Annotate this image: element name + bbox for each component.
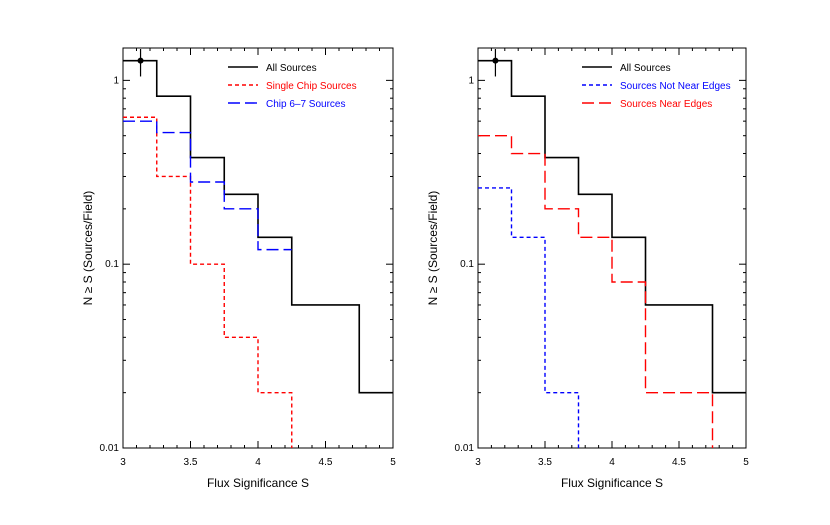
y-tick-label: 0.1 <box>105 259 119 270</box>
left-panel: Flux Significance S N ≥ S (Sources/Field… <box>81 47 396 490</box>
right-y-axis-label: N ≥ S (Sources/Field) <box>426 191 440 306</box>
x-tick-label: 4 <box>609 457 615 468</box>
series-line-0 <box>478 59 746 394</box>
y-tick-label: 0.1 <box>460 259 474 270</box>
legend-label: Chip 6–7 Sources <box>266 99 346 110</box>
x-tick-label: 3.5 <box>184 457 198 468</box>
right-panel: Flux Significance S N ≥ S (Sources/Field… <box>426 47 749 490</box>
series-line-2 <box>123 120 292 251</box>
x-tick-label: 4.5 <box>672 457 686 468</box>
y-tick-label: 1 <box>113 75 119 86</box>
legend-label: Single Chip Sources <box>266 81 357 92</box>
legend-label: All Sources <box>266 63 317 74</box>
x-tick-label: 5 <box>743 457 749 468</box>
x-tick-label: 3 <box>475 457 481 468</box>
y-tick-label: 0.01 <box>100 443 120 454</box>
x-tick-label: 5 <box>390 457 396 468</box>
x-tick-label: 3 <box>120 457 126 468</box>
legend-label: Sources Not Near Edges <box>620 81 731 92</box>
series-line-1 <box>123 116 293 448</box>
legend-label: Sources Near Edges <box>620 99 712 110</box>
left-y-axis-label: N ≥ S (Sources/Field) <box>81 191 95 306</box>
series-line-2 <box>478 135 714 448</box>
x-tick-label: 3.5 <box>538 457 552 468</box>
errorbar-point <box>492 57 499 64</box>
errorbar-point <box>137 57 144 64</box>
x-tick-label: 4.5 <box>319 457 333 468</box>
left-x-axis-label: Flux Significance S <box>207 476 309 490</box>
legend-label: All Sources <box>620 63 671 74</box>
y-tick-label: 0.01 <box>455 443 475 454</box>
right-x-axis-label: Flux Significance S <box>561 476 663 490</box>
series-line-1 <box>478 187 580 448</box>
x-tick-label: 4 <box>255 457 261 468</box>
series-line-0 <box>123 59 393 394</box>
y-tick-label: 1 <box>468 75 474 86</box>
